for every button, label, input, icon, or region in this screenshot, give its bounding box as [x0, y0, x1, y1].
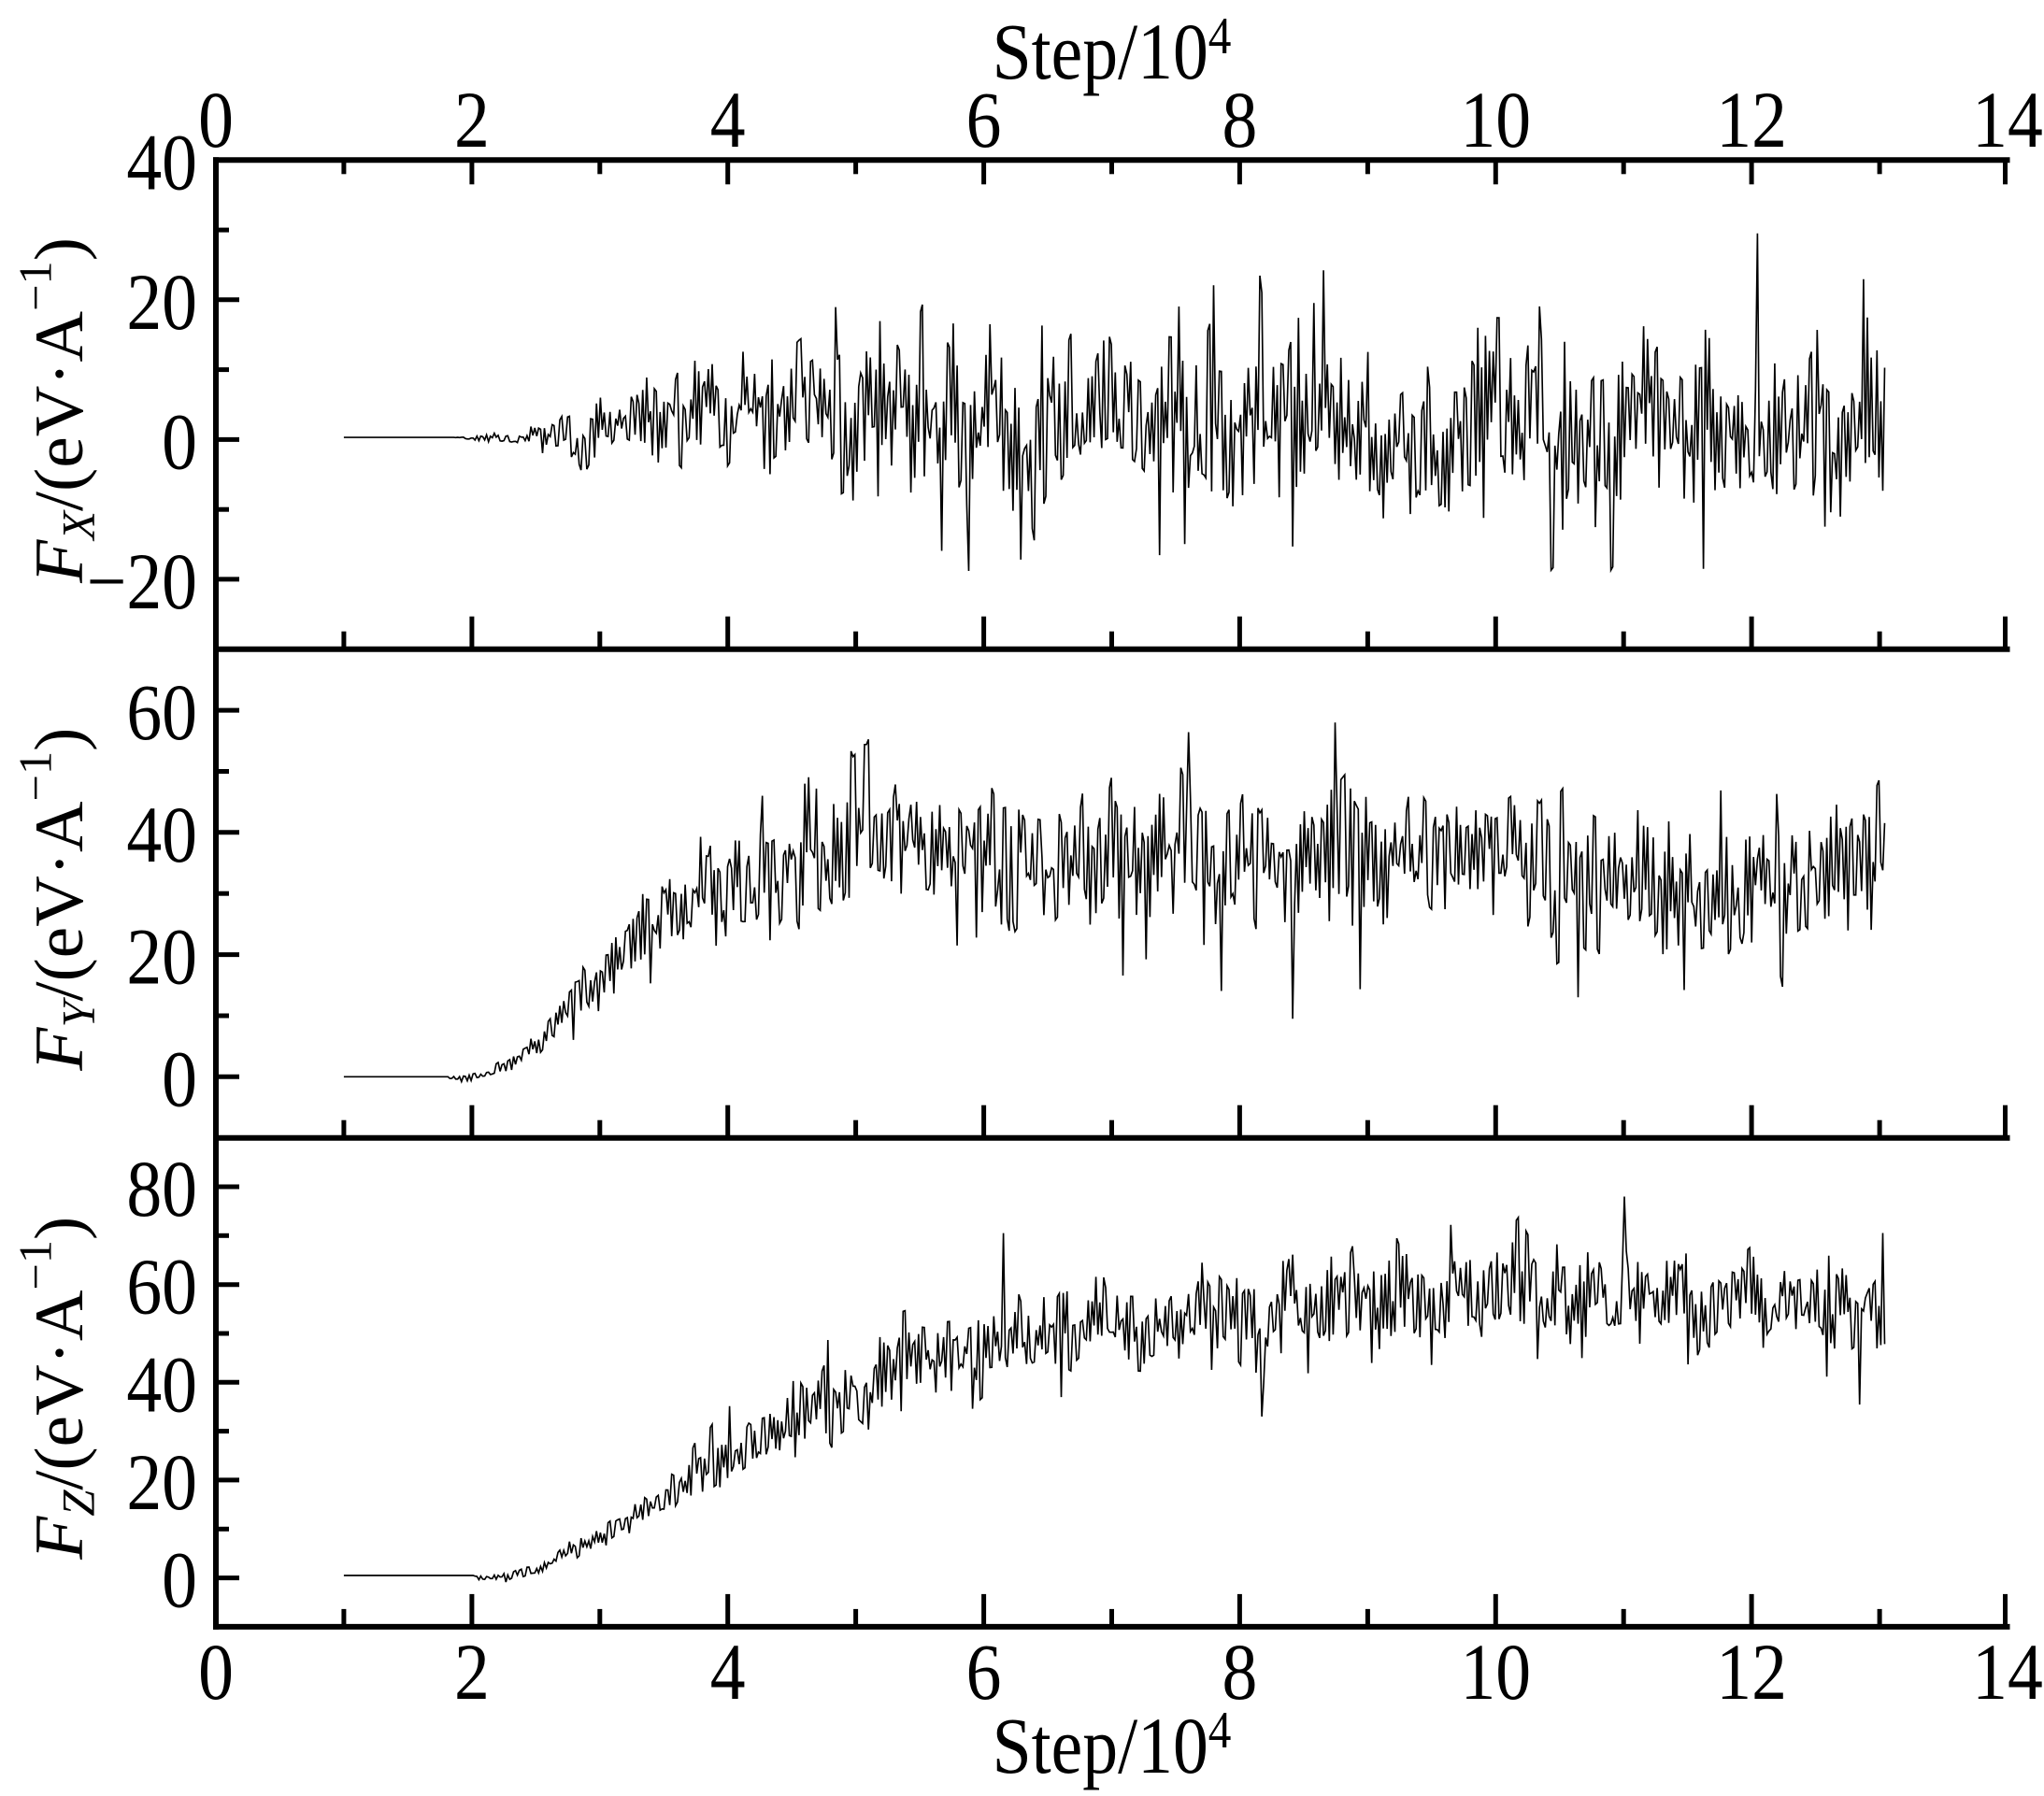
svg-text:Step/104: Step/104 — [993, 1702, 1232, 1791]
svg-text:12: 12 — [1716, 76, 1787, 165]
svg-text:FX/(eV·A−1): FX/(eV·A−1) — [10, 237, 104, 584]
svg-text:14: 14 — [1972, 76, 2043, 165]
svg-text:0: 0 — [198, 1628, 234, 1718]
svg-text:60: 60 — [126, 1242, 197, 1332]
svg-text:Step/104: Step/104 — [993, 7, 1232, 97]
svg-text:4: 4 — [710, 1628, 746, 1718]
svg-text:FZ/(eV·A−1): FZ/(eV·A−1) — [10, 1217, 104, 1561]
svg-text:20: 20 — [126, 1437, 197, 1527]
svg-text:0: 0 — [198, 76, 234, 165]
svg-text:40: 40 — [126, 1340, 197, 1430]
svg-text:80: 80 — [126, 1145, 197, 1234]
svg-text:8: 8 — [1222, 76, 1257, 165]
svg-text:2: 2 — [454, 76, 490, 165]
svg-text:12: 12 — [1716, 1628, 1787, 1718]
svg-text:40: 40 — [126, 118, 197, 207]
svg-text:0: 0 — [162, 1034, 197, 1124]
svg-text:10: 10 — [1460, 1628, 1531, 1718]
svg-text:40: 40 — [126, 790, 197, 879]
svg-text:FY/(eV·A−1): FY/(eV·A−1) — [10, 728, 104, 1072]
svg-text:60: 60 — [126, 668, 197, 758]
svg-text:6: 6 — [966, 76, 1002, 165]
svg-text:20: 20 — [126, 257, 197, 347]
svg-text:2: 2 — [454, 1628, 490, 1718]
svg-text:10: 10 — [1460, 76, 1531, 165]
svg-text:−20: −20 — [87, 536, 197, 626]
svg-text:0: 0 — [162, 397, 197, 487]
svg-text:14: 14 — [1972, 1628, 2043, 1718]
svg-text:4: 4 — [710, 76, 746, 165]
svg-text:0: 0 — [162, 1535, 197, 1625]
svg-text:6: 6 — [966, 1628, 1002, 1718]
svg-text:20: 20 — [126, 912, 197, 1002]
svg-text:8: 8 — [1222, 1628, 1257, 1718]
